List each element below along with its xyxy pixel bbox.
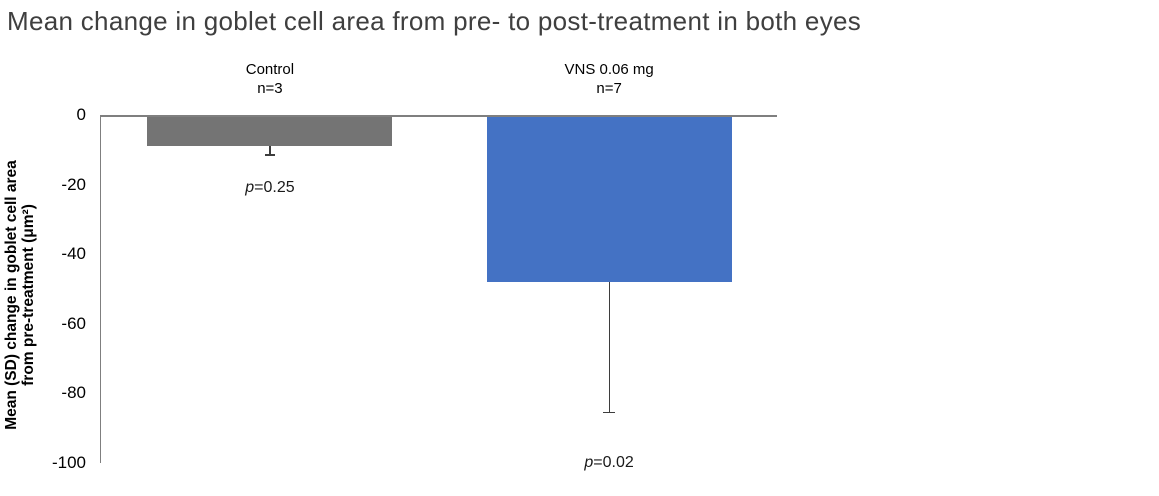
error-bar xyxy=(608,282,610,413)
y-tick-label: -80 xyxy=(61,383,86,403)
category-name: VNS 0.06 mg xyxy=(564,61,654,78)
y-tick-label: -20 xyxy=(61,174,86,194)
p-value-label: p=0.25 xyxy=(245,179,295,196)
y-tick-label: -40 xyxy=(61,244,86,264)
p-value-label: p=0.02 xyxy=(584,454,634,471)
chart-title: Mean change in goblet cell area from pre… xyxy=(7,6,862,36)
category-label-vns-0-06-mg: VNS 0.06 mg n=7 xyxy=(499,60,719,98)
category-n: n=3 xyxy=(257,80,283,97)
bar-vns-0-06-mg xyxy=(486,116,732,283)
error-bar-cap xyxy=(264,154,275,156)
y-tick-label: -60 xyxy=(61,313,86,333)
y-tick-label: 0 xyxy=(76,105,86,124)
error-bar-cap xyxy=(603,411,616,414)
category-label-control: Control n=3 xyxy=(160,60,380,98)
plot-area xyxy=(100,115,777,463)
error-bar xyxy=(269,146,271,155)
category-n: n=7 xyxy=(596,80,622,97)
category-name: Control xyxy=(245,61,295,78)
y-tick-label: -100 xyxy=(51,453,86,472)
y-axis-title-line2: from pre-treatment (μm²) xyxy=(20,204,37,386)
y-axis-title: Mean (SD) change in goblet cell area fro… xyxy=(3,75,37,496)
bar-control xyxy=(147,116,393,147)
y-axis-title-line1: Mean (SD) change in goblet cell area xyxy=(3,160,20,430)
